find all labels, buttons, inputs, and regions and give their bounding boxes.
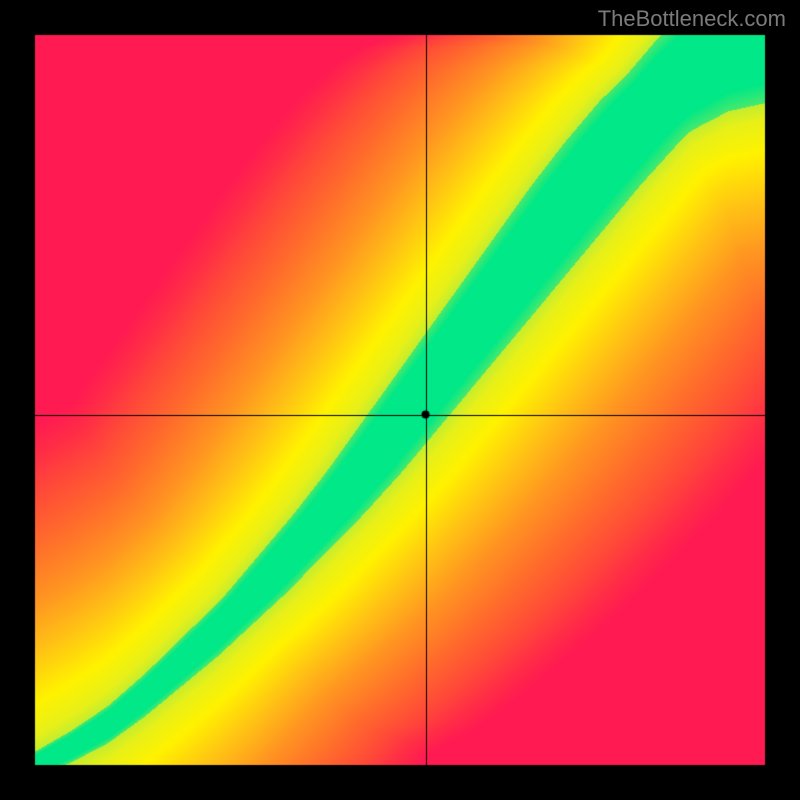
watermark-text: TheBottleneck.com <box>598 6 786 32</box>
crosshair-overlay <box>0 0 800 800</box>
chart-container: TheBottleneck.com <box>0 0 800 800</box>
